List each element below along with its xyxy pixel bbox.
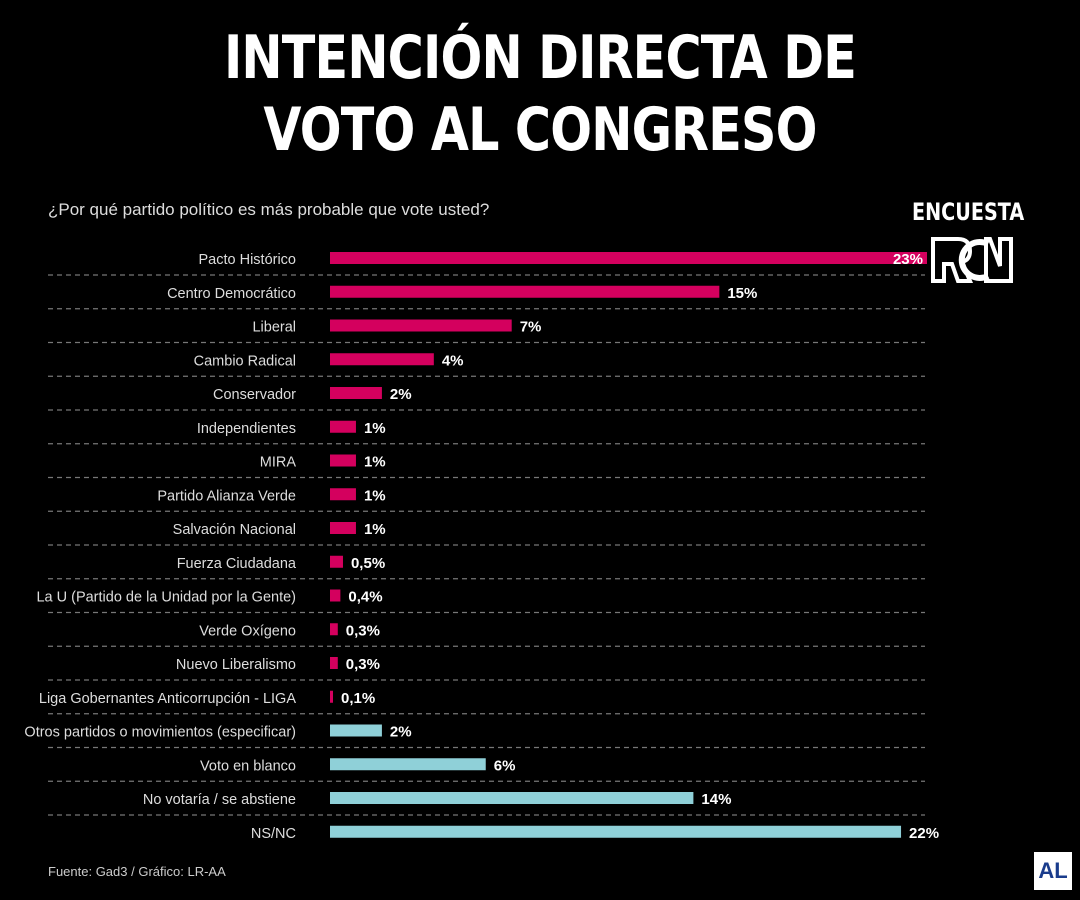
bar <box>330 454 356 467</box>
bar <box>330 488 356 501</box>
value-label: 1% <box>364 521 386 538</box>
value-label: 15% <box>727 285 757 302</box>
source-note: Fuente: Gad3 / Gráfico: LR-AA <box>48 864 226 879</box>
category-label: Nuevo Liberalismo <box>176 657 296 673</box>
value-label: 4% <box>442 352 464 369</box>
value-label: 23% <box>893 251 923 268</box>
value-label: 1% <box>364 454 386 471</box>
category-label: Verde Oxígeno <box>199 623 296 639</box>
bar <box>330 657 338 669</box>
category-label: La U (Partido de la Unidad por la Gente) <box>36 590 296 606</box>
category-label: Conservador <box>213 387 296 403</box>
category-label: Salvación Nacional <box>173 522 296 538</box>
value-label: 1% <box>364 420 386 437</box>
category-label: Voto en blanco <box>200 758 296 774</box>
chart-subtitle: ¿Por qué partido político es más probabl… <box>48 200 490 219</box>
encuesta-label: ENCUESTA <box>912 198 1025 226</box>
value-label: 6% <box>494 757 516 774</box>
category-label: Liga Gobernantes Anticorrupción - LIGA <box>39 691 296 707</box>
category-label: Partido Alianza Verde <box>157 488 296 504</box>
bar <box>330 792 694 804</box>
value-label: 2% <box>390 386 412 403</box>
bar <box>330 758 486 771</box>
bar <box>330 353 434 366</box>
bar <box>330 589 341 602</box>
value-label: 7% <box>520 319 542 336</box>
value-label: 0,5% <box>351 555 385 572</box>
bar <box>330 319 512 332</box>
bar <box>330 522 356 534</box>
bar <box>330 252 927 264</box>
value-label: 0,1% <box>341 690 375 707</box>
bar <box>330 623 338 636</box>
rcn-logo <box>931 237 1013 283</box>
value-label: 0,3% <box>346 622 380 639</box>
chart-title: INTENCIÓN DIRECTA DE VOTO AL CONGRESO <box>223 23 857 165</box>
bar <box>330 724 382 737</box>
bar <box>330 690 333 703</box>
bar <box>330 285 720 298</box>
category-label: Pacto Histórico <box>198 252 296 268</box>
value-label: 0,4% <box>348 589 382 606</box>
bar <box>330 387 382 399</box>
category-label: Liberal <box>252 320 296 336</box>
value-label: 0,3% <box>346 656 380 673</box>
bar <box>330 420 356 433</box>
value-label: 2% <box>390 724 412 741</box>
category-label: MIRA <box>260 455 297 471</box>
value-label: 1% <box>364 487 386 504</box>
category-label: NS/NC <box>251 826 296 842</box>
bar <box>330 555 343 568</box>
category-label: No votaría / se abstiene <box>143 792 296 808</box>
category-label: Centro Democrático <box>167 286 296 302</box>
al-logo: AL <box>1034 852 1072 890</box>
value-label: 22% <box>909 825 939 842</box>
category-label: Independientes <box>197 421 296 437</box>
category-label: Fuerza Ciudadana <box>177 556 297 572</box>
category-label: Cambio Radical <box>194 353 296 369</box>
category-label: Otros partidos o movimientos (especifica… <box>24 725 296 741</box>
bar <box>330 825 902 838</box>
value-label: 14% <box>701 791 731 808</box>
